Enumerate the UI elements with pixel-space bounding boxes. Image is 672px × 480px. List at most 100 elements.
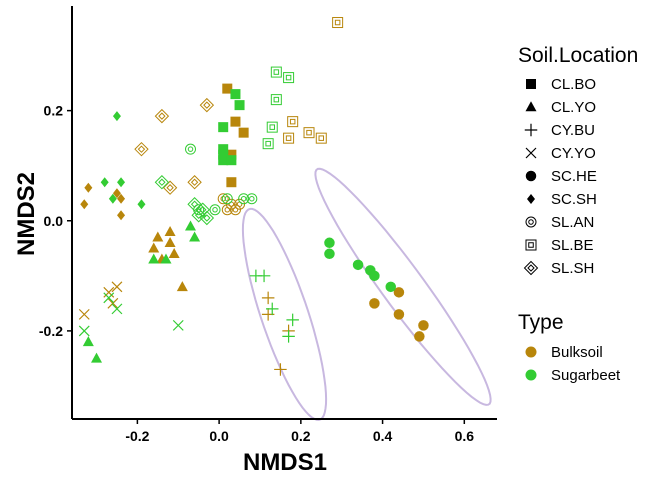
data-point: [315, 132, 327, 144]
data-point: [270, 66, 282, 78]
data-point: [154, 108, 170, 124]
x-tick-label: 0.0: [209, 428, 229, 444]
legend-shape-label: CY.YO: [551, 145, 596, 162]
data-point: [218, 144, 229, 155]
legend-shape-label: SC.HE: [551, 168, 597, 185]
legend-color-label: Sugarbeet: [551, 367, 621, 384]
data-point: [185, 143, 197, 155]
legend-color-key: [525, 369, 537, 381]
data-point: [393, 287, 405, 298]
legend-shape-key: [524, 123, 538, 137]
data-point: [369, 298, 380, 309]
data-point: [164, 237, 176, 248]
legend-shape-key: [525, 147, 537, 159]
x-axis-title: NMDS1: [243, 449, 327, 476]
data-point: [187, 197, 202, 212]
data-point: [191, 208, 206, 223]
data-point: [238, 193, 250, 205]
data-point: [78, 325, 90, 337]
confidence-ellipse-2: [314, 167, 492, 406]
data-point: [117, 177, 126, 188]
data-point: [246, 193, 258, 205]
data-point: [117, 193, 126, 204]
legend-shape-key: [525, 101, 537, 112]
legend-shape-key: [526, 79, 536, 89]
data-point: [257, 269, 271, 283]
data-point: [414, 331, 425, 342]
legend-color-key: [525, 346, 537, 358]
data-point: [226, 149, 237, 160]
data-point: [274, 363, 287, 376]
data-point: [226, 155, 237, 166]
data-point: [226, 177, 237, 188]
points-layer: [78, 17, 429, 376]
data-point: [160, 253, 172, 264]
data-point: [287, 116, 299, 128]
data-point: [164, 226, 176, 237]
data-point: [84, 182, 93, 193]
data-point: [266, 121, 278, 133]
data-point: [199, 210, 215, 226]
legend-shape-title: Soil.Location: [518, 44, 638, 67]
data-point: [262, 138, 274, 150]
data-point: [185, 220, 197, 231]
data-point: [91, 352, 103, 363]
data-point: [112, 188, 121, 199]
x-tick-label: 0.4: [373, 428, 393, 444]
x-tick-label: 0.2: [291, 428, 311, 444]
data-point: [221, 204, 233, 216]
data-point: [230, 116, 241, 127]
data-point: [261, 291, 275, 305]
y-tick-label: 0.0: [44, 213, 64, 229]
data-point: [283, 132, 295, 144]
data-point: [199, 97, 215, 113]
data-point: [234, 100, 245, 111]
data-point: [229, 204, 241, 216]
data-point: [176, 281, 188, 292]
data-point: [134, 141, 149, 157]
data-point: [393, 309, 405, 320]
data-point: [112, 111, 121, 122]
confidence-ellipse-1: [241, 207, 328, 421]
data-point: [148, 242, 160, 253]
legend-color-label: Bulksoil: [551, 344, 603, 361]
data-point: [218, 155, 229, 166]
data-point: [238, 127, 249, 138]
legend-shape-key: [527, 194, 535, 204]
data-point: [137, 199, 146, 210]
data-point: [218, 122, 229, 133]
data-point: [209, 204, 221, 216]
data-point: [154, 175, 170, 190]
data-point: [100, 177, 109, 188]
data-point: [78, 308, 90, 320]
data-point: [162, 180, 178, 195]
data-point: [352, 259, 364, 271]
data-point: [80, 199, 89, 210]
data-point: [168, 248, 180, 259]
data-point: [282, 330, 295, 343]
data-point: [111, 281, 123, 293]
legend-shape-label: CL.YO: [551, 99, 596, 116]
data-point: [222, 83, 233, 94]
data-point: [418, 320, 429, 331]
data-point: [172, 319, 184, 331]
data-point: [265, 302, 279, 316]
legend-shape-entries: CL.BO CL.YO CY.BU CY.YO SC.HE SC.SH SL.AN SL.BE…: [523, 76, 597, 277]
data-point: [303, 127, 315, 139]
data-point: [283, 72, 295, 84]
legend-shape-label: SL.BE: [551, 237, 594, 254]
data-point: [385, 281, 396, 293]
x-tick-label: 0.6: [455, 428, 475, 444]
data-point: [108, 193, 117, 204]
data-point: [189, 231, 201, 242]
data-point: [286, 313, 299, 327]
x-tick-label: -0.2: [125, 428, 149, 444]
data-point: [324, 248, 335, 260]
data-point: [103, 292, 115, 304]
legend-color-title: Type: [518, 311, 564, 334]
data-point: [111, 303, 123, 315]
data-point: [369, 270, 380, 282]
data-point: [152, 231, 164, 242]
data-point: [82, 336, 94, 347]
